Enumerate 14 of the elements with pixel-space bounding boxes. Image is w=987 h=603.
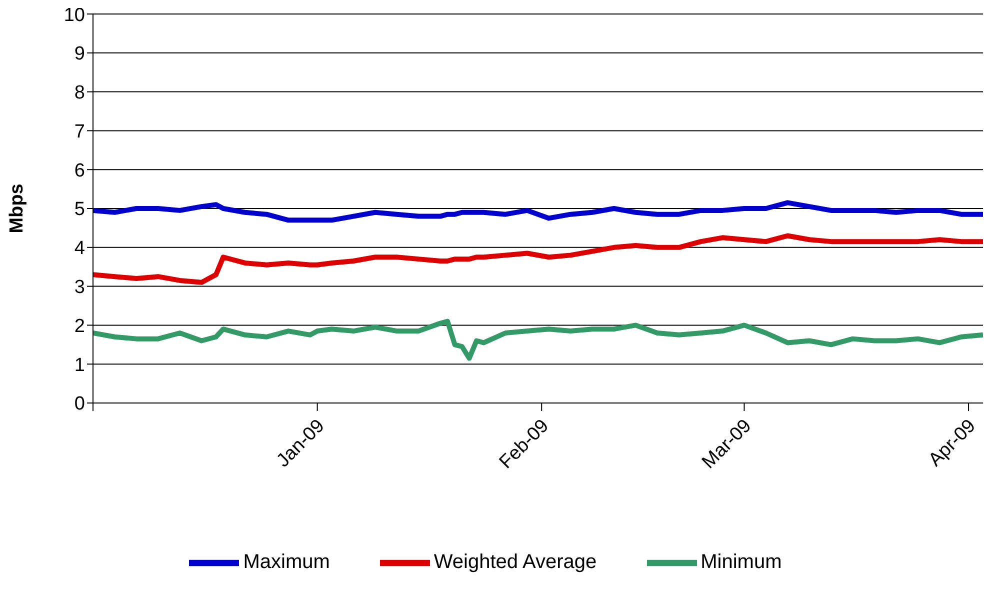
y-tick-label: 8	[74, 82, 85, 104]
y-tick-label: 4	[74, 238, 86, 260]
y-tick-label: 3	[74, 277, 85, 298]
y-axis-title: Mbps	[6, 184, 28, 234]
y-tick-label: 1	[74, 354, 85, 376]
y-tick-label: 6	[74, 160, 85, 182]
legend-label: Minimum	[700, 551, 782, 574]
y-tick-label: 9	[74, 44, 85, 65]
y-tick-label: 0	[74, 394, 85, 415]
legend-label: Maximum	[243, 551, 330, 574]
y-tick-label: 7	[74, 121, 85, 142]
legend-label: Weighted Average	[434, 551, 597, 574]
y-tick-label: 2	[74, 316, 85, 337]
y-tick-label: 5	[74, 199, 85, 220]
